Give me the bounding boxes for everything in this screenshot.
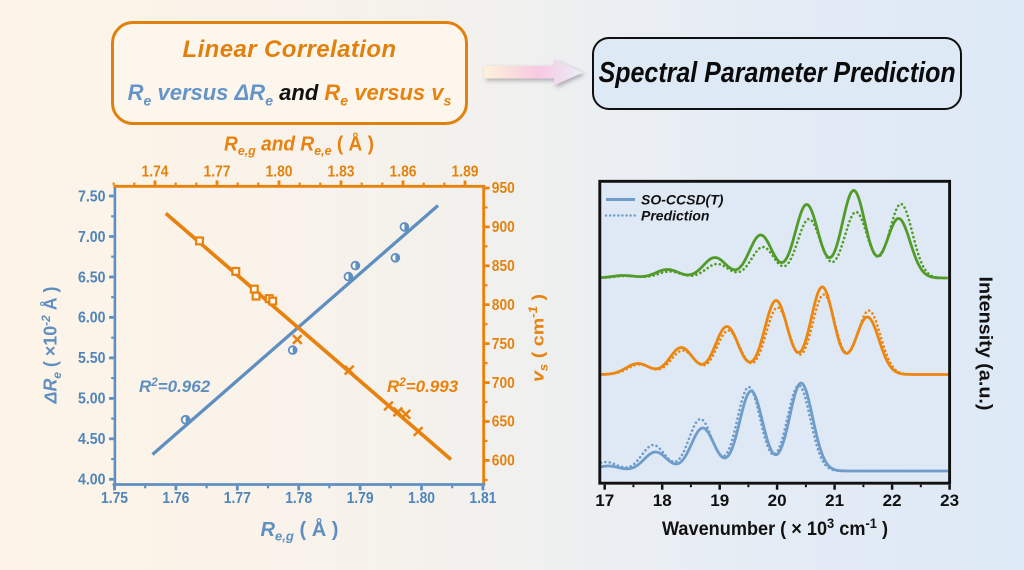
svg-text:600: 600 [492, 453, 515, 470]
svg-text:Intensity (a.u.): Intensity (a.u.) [976, 277, 996, 411]
svg-text:SO-CCSD(T): SO-CCSD(T) [641, 192, 724, 208]
svg-text:7.50: 7.50 [78, 188, 106, 205]
svg-text:21: 21 [825, 491, 844, 510]
svg-text:1.80: 1.80 [266, 164, 293, 181]
svg-text:4.00: 4.00 [78, 472, 106, 489]
svg-text:R2=0.962: R2=0.962 [139, 377, 211, 396]
svg-text:850: 850 [492, 258, 515, 275]
svg-text:1.89: 1.89 [452, 164, 479, 181]
svg-text:Re,g and Re,e ( Å ): Re,g and Re,e ( Å ) [224, 132, 374, 159]
svg-text:7.00: 7.00 [78, 229, 106, 246]
svg-text:6.50: 6.50 [78, 269, 106, 286]
svg-text:650: 650 [492, 414, 515, 431]
svg-text:800: 800 [492, 297, 515, 314]
svg-text:Re,g ( Å ): Re,g ( Å ) [261, 517, 339, 544]
svg-text:vs ( cm-1 ): vs ( cm-1 ) [528, 294, 551, 382]
svg-text:1.77: 1.77 [204, 164, 231, 181]
svg-text:5.50: 5.50 [78, 350, 106, 367]
svg-text:950: 950 [492, 180, 515, 197]
svg-text:ΔRe ( ×10-2 Å ): ΔRe ( ×10-2 Å ) [39, 286, 64, 404]
svg-text:700: 700 [492, 375, 515, 392]
svg-text:1.86: 1.86 [390, 164, 417, 181]
svg-text:1.77: 1.77 [224, 490, 251, 507]
svg-text:22: 22 [883, 491, 902, 510]
svg-text:20: 20 [768, 491, 787, 510]
svg-text:17: 17 [595, 491, 614, 510]
svg-text:5.00: 5.00 [78, 391, 106, 408]
svg-text:23: 23 [940, 491, 959, 510]
svg-text:Prediction: Prediction [641, 208, 709, 224]
svg-text:6.00: 6.00 [78, 310, 106, 327]
svg-text:1.75: 1.75 [101, 490, 128, 507]
svg-text:18: 18 [653, 491, 672, 510]
svg-text:19: 19 [710, 491, 729, 510]
svg-text:1.79: 1.79 [347, 490, 374, 507]
svg-text:1.76: 1.76 [162, 490, 189, 507]
svg-text:1.81: 1.81 [469, 490, 496, 507]
svg-text:R2=0.993: R2=0.993 [387, 377, 459, 396]
svg-text:750: 750 [492, 336, 515, 353]
svg-text:1.80: 1.80 [408, 490, 435, 507]
svg-text:900: 900 [492, 219, 515, 236]
svg-text:4.50: 4.50 [78, 431, 106, 448]
svg-text:1.74: 1.74 [142, 164, 169, 181]
svg-text:1.78: 1.78 [285, 490, 312, 507]
svg-text:1.83: 1.83 [328, 164, 355, 181]
svg-text:Wavenumber ( × 103 cm-1 ): Wavenumber ( × 103 cm-1 ) [662, 516, 888, 540]
